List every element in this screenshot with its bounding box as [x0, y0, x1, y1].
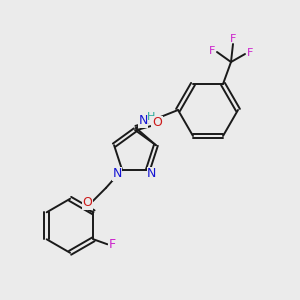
Text: F: F [230, 34, 236, 44]
Text: F: F [109, 238, 116, 251]
Text: F: F [209, 46, 215, 56]
Text: F: F [247, 48, 253, 58]
Text: N: N [112, 167, 122, 180]
Text: H: H [147, 112, 155, 122]
Text: O: O [82, 196, 92, 209]
Text: N: N [147, 167, 157, 180]
Text: O: O [152, 116, 162, 130]
Text: N: N [138, 115, 148, 128]
